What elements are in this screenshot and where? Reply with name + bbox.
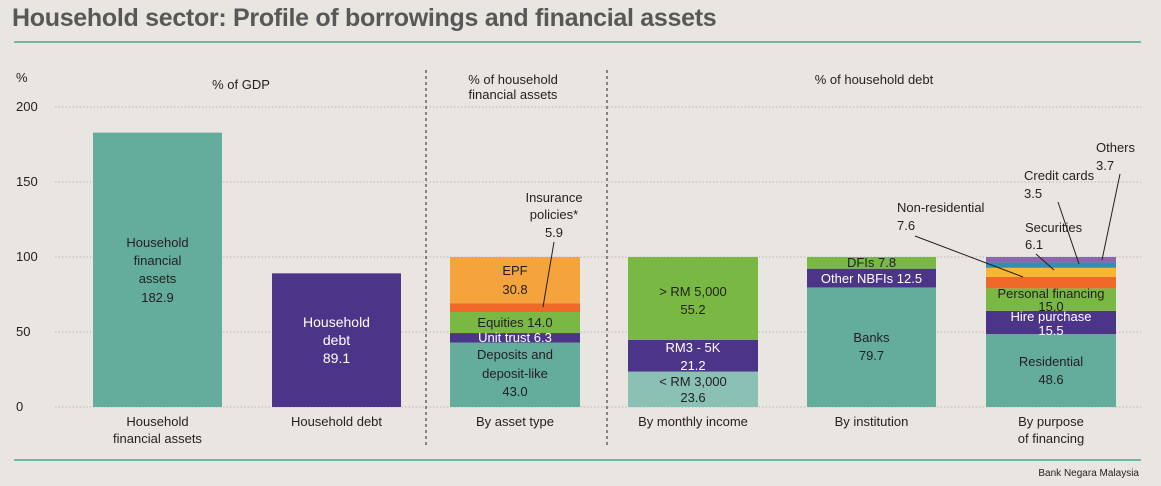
bar-segment <box>450 303 580 313</box>
callout-leader <box>1035 253 1055 271</box>
segment-label: financial <box>134 253 182 268</box>
callout-leader <box>1101 173 1121 261</box>
bar-segment <box>986 276 1116 289</box>
category-label: Household debt <box>291 414 382 429</box>
data-label: 21.2 <box>680 358 705 373</box>
bar-segment <box>986 288 1116 311</box>
bar-segment <box>450 257 580 304</box>
y-tick-label: 200 <box>16 99 38 114</box>
source-note: Bank Negara Malaysia <box>1038 468 1139 479</box>
category-label: By monthly income <box>638 414 748 429</box>
y-tick-label: 0 <box>16 399 23 414</box>
category-label: By purpose <box>1018 414 1084 429</box>
data-label: 48.6 <box>1038 372 1063 387</box>
category-label: By institution <box>835 414 909 429</box>
data-label: 3.7 <box>1096 158 1114 173</box>
data-label: 55.2 <box>680 302 705 317</box>
data-label: 23.6 <box>680 390 705 405</box>
bar-segment <box>450 333 580 343</box>
bar-segment <box>986 310 1116 335</box>
y-axis-unit: % <box>16 70 28 85</box>
y-tick-label: 150 <box>16 174 38 189</box>
segment-label: DFIs 7.8 <box>847 255 896 270</box>
segment-label: Residential <box>1019 354 1083 369</box>
data-label: 15.5 <box>1038 323 1063 338</box>
data-label: 89.1 <box>323 350 350 366</box>
segment-label: > RM 5,000 <box>659 284 727 299</box>
callout-leader <box>1057 201 1080 265</box>
segment-label: Deposits and <box>477 347 553 362</box>
segment-label: Banks <box>853 330 890 345</box>
category-label: financial assets <box>113 431 202 446</box>
segment-label: Personal financing <box>998 286 1105 301</box>
bar-segment <box>807 268 936 288</box>
data-label: 43.0 <box>502 384 527 399</box>
section-header-gdp: % of GDP <box>212 77 270 92</box>
data-label: 7.6 <box>897 218 915 233</box>
segment-label: Equities 14.0 <box>477 315 552 330</box>
callout-leader <box>914 235 1024 278</box>
segment-label: Household <box>126 235 188 250</box>
data-label: 15.0 <box>1038 299 1063 314</box>
bar-segment <box>93 132 222 407</box>
bar-segment <box>272 273 401 407</box>
bar-segment <box>450 312 580 334</box>
section-header-assets: % of household <box>468 72 558 87</box>
bar-segment <box>450 342 580 407</box>
callout-label: Credit cards <box>1024 168 1095 183</box>
bar-segment <box>628 257 758 340</box>
bar-segment <box>986 257 1116 263</box>
section-header-debt: % of household debt <box>815 72 934 87</box>
segment-label: EPF <box>502 263 527 278</box>
bar-segment <box>986 262 1116 268</box>
bar-segment <box>807 287 936 407</box>
category-label: of financing <box>1018 431 1085 446</box>
segment-label: debt <box>323 332 350 348</box>
segment-label: Unit trust 6.3 <box>478 330 552 345</box>
bar-segment <box>807 257 936 269</box>
bar-segment <box>986 267 1116 277</box>
segment-label: Other NBFIs 12.5 <box>821 271 922 286</box>
callout-leader <box>542 241 555 308</box>
data-label: 5.9 <box>545 225 563 240</box>
callout-label: policies* <box>530 207 578 222</box>
segment-label: < RM 3,000 <box>659 374 727 389</box>
bar-segment <box>628 371 758 407</box>
bottom-rule <box>14 459 1141 461</box>
data-label: 79.7 <box>859 348 884 363</box>
bar-segment <box>986 334 1116 407</box>
chart-title: Household sector: Profile of borrowings … <box>12 4 717 32</box>
callout-label: Non-residential <box>897 200 985 215</box>
category-label: By asset type <box>476 414 554 429</box>
callout-label: Insurance <box>525 190 582 205</box>
top-rule <box>14 41 1141 43</box>
data-label: 182.9 <box>141 290 174 305</box>
segment-label: deposit-like <box>482 366 548 381</box>
data-label: 6.1 <box>1025 237 1043 252</box>
segment-label: Household <box>303 314 370 330</box>
section-header-assets: financial assets <box>469 87 558 102</box>
segment-label: assets <box>139 271 177 286</box>
y-tick-label: 50 <box>16 324 30 339</box>
data-label: 30.8 <box>502 282 527 297</box>
category-label: Household <box>126 414 188 429</box>
callout-label: Others <box>1096 140 1136 155</box>
bar-segment <box>628 339 758 372</box>
data-label: 3.5 <box>1024 186 1042 201</box>
y-tick-label: 100 <box>16 249 38 264</box>
segment-label: RM3 - 5K <box>666 340 721 355</box>
segment-label: Hire purchase <box>1011 309 1092 324</box>
callout-label: Securities <box>1025 220 1083 235</box>
